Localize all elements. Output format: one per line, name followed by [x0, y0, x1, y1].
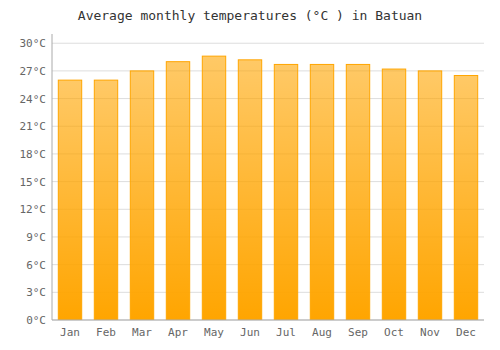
- y-tick-label: 9°C: [26, 231, 46, 244]
- bars: [58, 56, 477, 320]
- x-tick-label: Feb: [96, 326, 116, 339]
- chart: Average monthly temperatures (°C ) in Ba…: [0, 0, 500, 350]
- bar: [94, 80, 117, 320]
- x-tick-label: Nov: [420, 326, 440, 339]
- x-tick-label: Mar: [132, 326, 152, 339]
- x-tick-label: Jun: [240, 326, 260, 339]
- y-tick-label: 27°C: [20, 65, 47, 78]
- y-tick-label: 3°C: [26, 286, 46, 299]
- bar: [130, 71, 153, 320]
- y-tick-label: 24°C: [20, 93, 47, 106]
- y-tick-label: 18°C: [20, 148, 47, 161]
- y-tick-label: 15°C: [20, 176, 47, 189]
- y-axis-line: [52, 34, 53, 320]
- x-axis: Jan Feb Mar Apr May Jun Jul Aug Sep Oct Nov Dec: [60, 326, 476, 339]
- x-tick-label: Oct: [384, 326, 404, 339]
- y-tick-label: 21°C: [20, 120, 47, 133]
- bar: [58, 80, 81, 320]
- bar: [202, 56, 225, 320]
- x-tick-label: Jan: [60, 326, 80, 339]
- x-tick-label: Sep: [348, 326, 368, 339]
- chart-container: Average monthly temperatures (°C ) in Ba…: [0, 0, 500, 350]
- grid-line: [52, 43, 484, 44]
- x-tick-label: Aug: [312, 326, 332, 339]
- bar: [274, 64, 297, 320]
- y-tick-label: 6°C: [26, 259, 46, 272]
- title: Average monthly temperatures (°C ) in Ba…: [78, 8, 422, 23]
- bar: [166, 62, 189, 320]
- y-tick-label: 30°C: [20, 37, 47, 50]
- bar: [418, 71, 441, 320]
- y-tick-label: 0°C: [26, 314, 46, 327]
- bar: [310, 64, 333, 320]
- y-axis: 0°C 3°C 6°C 9°C 12°C 15°C 18°C 21°C 24°C 27°C 30°C: [20, 37, 47, 327]
- x-tick-label: Apr: [168, 326, 188, 339]
- grid: [52, 43, 484, 320]
- grid-line: [52, 320, 484, 321]
- bar: [382, 69, 405, 320]
- x-tick-label: Jul: [276, 326, 296, 339]
- y-tick-label: 12°C: [20, 203, 47, 216]
- x-axis-line: [52, 320, 484, 321]
- x-tick-label: Dec: [456, 326, 476, 339]
- bar: [238, 60, 261, 320]
- x-tick-label: May: [204, 326, 224, 339]
- bar: [346, 64, 369, 320]
- bar: [454, 76, 477, 320]
